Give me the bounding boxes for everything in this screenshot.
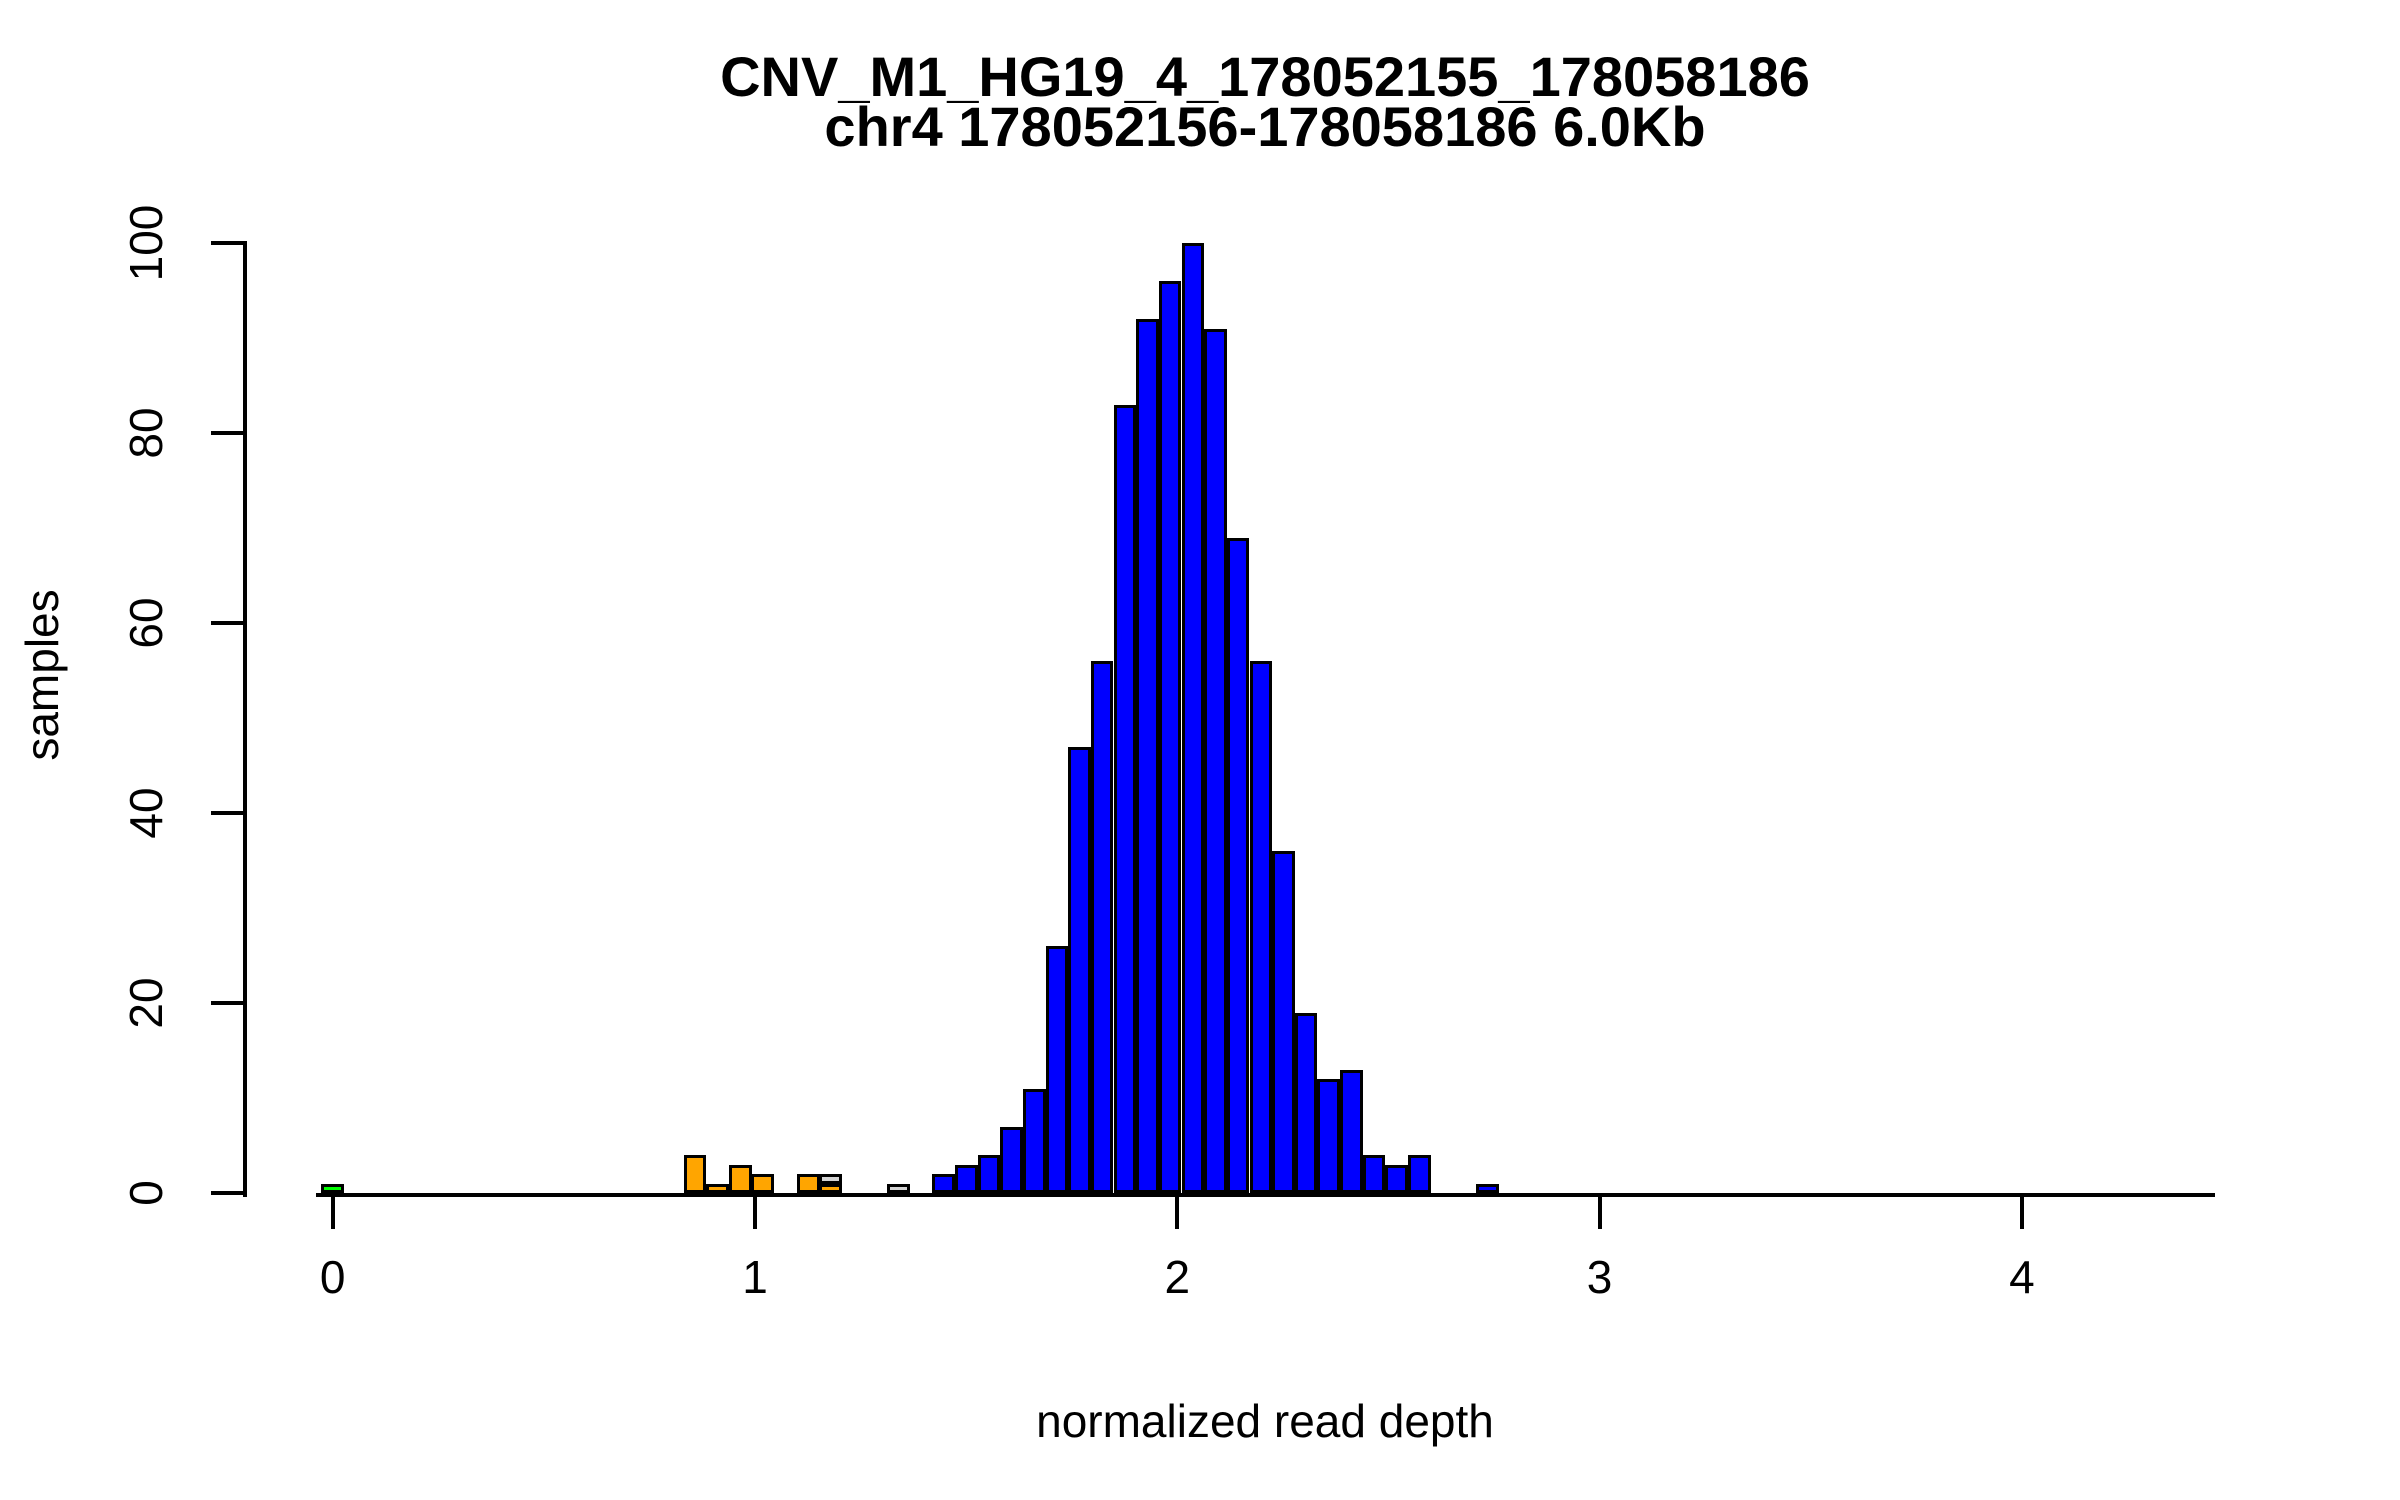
histogram-bar [1226,537,1250,1193]
y-tick [211,431,243,435]
histogram-bar [1339,1069,1363,1193]
plot-subtitle: chr4 178052156-178058186 6.0Kb [824,95,1706,158]
y-axis-line [243,241,247,1197]
histogram-bar [796,1174,820,1193]
x-axis-line [316,1193,2215,1197]
histogram-bar [728,1164,752,1193]
y-tick [211,1191,243,1195]
y-tick-label: 100 [120,204,172,282]
histogram-bar [1068,746,1092,1193]
x-tick-label: 2 [1164,1251,1191,1303]
histogram-bar [1158,281,1182,1193]
y-axis-label: samples [16,589,68,761]
histogram-bar [1000,1126,1024,1193]
histogram-bar [751,1174,774,1193]
x-tick-label: 4 [2009,1251,2035,1303]
plot-title-block: CNV_M1_HG19_4_178052155_178058186 chr4 1… [265,45,2265,158]
histogram-bar [1385,1164,1408,1193]
histogram-bar [1023,1088,1046,1193]
y-tick-label: 20 [120,977,172,1029]
y-tick [211,1001,243,1005]
histogram-bar [955,1164,978,1193]
histogram-bar [1317,1079,1340,1193]
x-tick-label: 3 [1586,1251,1613,1303]
x-tick [1597,1197,1602,1229]
plot-title: CNV_M1_HG19_4_178052155_178058186 [720,45,1810,108]
y-tick [211,621,243,625]
histogram-bar [1203,328,1227,1193]
x-tick-label: 1 [742,1251,768,1303]
x-tick-label: 0 [319,1251,346,1303]
histogram-bar [1249,661,1273,1193]
histogram-bar [683,1155,707,1193]
histogram-bar-segment [819,1183,842,1193]
histogram-bar [1181,243,1205,1193]
histogram-bar [1090,661,1114,1193]
histogram-bar [1475,1183,1499,1193]
y-tick-label: 40 [120,787,172,839]
histogram-bar [1045,946,1069,1193]
histogram-bar [887,1183,910,1193]
x-tick [330,1197,335,1229]
histogram-bar [932,1174,956,1193]
x-tick [1175,1197,1180,1229]
histogram-bar [977,1155,1001,1193]
histogram-bar [1271,851,1295,1193]
y-tick-label: 60 [120,597,172,649]
histogram-bar [1362,1155,1386,1193]
y-tick-label: 80 [120,407,172,459]
x-tick [753,1197,757,1229]
histogram-bar [1136,319,1160,1193]
histogram-bar [1407,1155,1431,1193]
histogram-bar [1113,404,1137,1193]
y-tick [211,241,243,245]
y-tick-label: 0 [120,1180,172,1206]
histogram-bar [321,1183,344,1193]
histogram-bar [1294,1012,1318,1193]
x-axis-label: normalized read depth [1036,1395,1494,1447]
y-tick [211,811,243,815]
x-tick [2019,1197,2024,1229]
histogram-bar-segment [819,1174,842,1184]
histogram-bar [706,1183,729,1193]
